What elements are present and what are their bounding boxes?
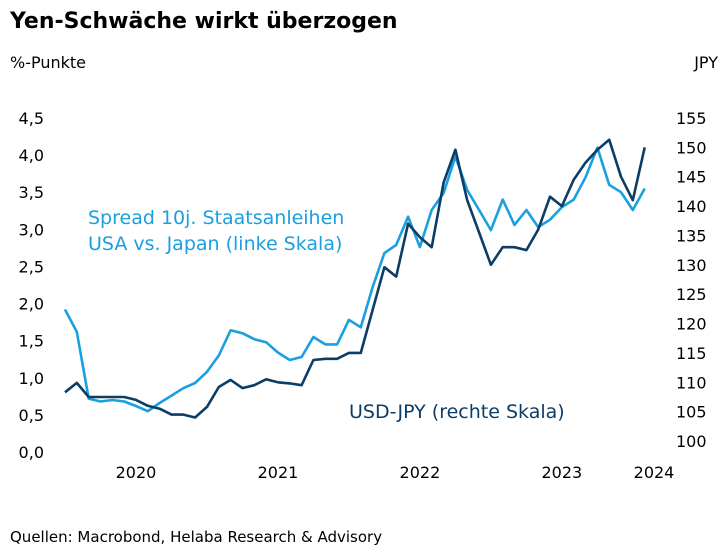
- left-tick-label: 1,5: [19, 332, 44, 351]
- left-tick-label: 0,0: [19, 443, 44, 462]
- series-label-usdjpy: USD-JPY (rechte Skala): [349, 401, 565, 423]
- usdjpy-line: [64, 138, 646, 419]
- x-tick-label: 2022: [400, 463, 441, 482]
- left-tick-label: 0,5: [19, 406, 44, 425]
- right-tick-label: 110: [676, 373, 707, 392]
- left-axis: 0,0 0,5 1,0 1,5 2,0 2,5 3,0 3,5 4,0 4,5: [19, 109, 44, 462]
- right-tick-label: 130: [676, 256, 707, 275]
- right-tick-label: 125: [676, 285, 707, 304]
- x-axis: 2020 2021 2022 2023 2024: [116, 463, 675, 482]
- right-tick-label: 120: [676, 315, 707, 334]
- left-tick-label: 3,0: [19, 220, 44, 239]
- right-axis: 100 105 110 115 120 125 130 135 140 145 150 155: [676, 109, 707, 451]
- x-tick-label: 2023: [542, 463, 583, 482]
- right-tick-label: 100: [676, 432, 707, 451]
- series-label-spread-line1: Spread 10j. Staatsanleihen: [88, 207, 344, 229]
- right-tick-label: 115: [676, 344, 707, 363]
- chart-title: Yen-Schwäche wirkt überzogen: [9, 9, 398, 34]
- x-tick-label: 2020: [116, 463, 157, 482]
- left-tick-label: 2,0: [19, 295, 44, 314]
- left-tick-label: 2,5: [19, 257, 44, 276]
- series-label-spread-line2: USA vs. Japan (linke Skala): [88, 233, 342, 255]
- right-tick-label: 135: [676, 226, 707, 245]
- source-note: Quellen: Macrobond, Helaba Research & Ad…: [10, 528, 382, 546]
- spread-line: [63, 146, 646, 413]
- left-axis-unit: %-Punkte: [10, 53, 86, 72]
- left-tick-label: 1,0: [19, 369, 44, 388]
- right-tick-label: 145: [676, 168, 707, 187]
- right-tick-label: 140: [676, 197, 707, 216]
- left-tick-label: 4,5: [19, 109, 44, 128]
- left-tick-label: 4,0: [19, 146, 44, 165]
- plot-area: [63, 138, 646, 419]
- right-axis-unit: JPY: [693, 53, 718, 72]
- left-tick-label: 3,5: [19, 183, 44, 202]
- x-tick-label: 2024: [634, 463, 675, 482]
- right-tick-label: 105: [676, 403, 707, 422]
- right-tick-label: 150: [676, 138, 707, 157]
- x-tick-label: 2021: [258, 463, 299, 482]
- right-tick-label: 155: [676, 109, 707, 128]
